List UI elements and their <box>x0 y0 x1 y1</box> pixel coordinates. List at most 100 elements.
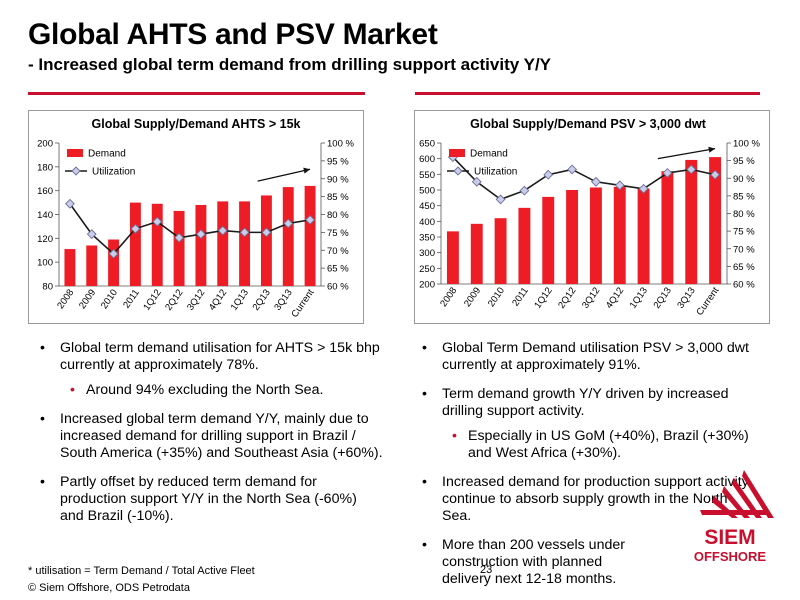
chart0-bar <box>173 210 185 286</box>
chart0-bar <box>129 202 141 286</box>
chart0-bar <box>260 195 272 286</box>
chart0-xtick-label: 2Q13 <box>251 287 273 312</box>
chart1-bar <box>613 186 626 284</box>
chart0-ytick-label: 120 <box>37 234 53 245</box>
chart1-legend-swatch-demand <box>449 149 465 157</box>
chart1-utilization-point <box>590 176 601 187</box>
chart0-ytick-label: 80 <box>42 282 53 293</box>
chart1-bar <box>661 171 674 284</box>
chart1-bar <box>470 223 483 284</box>
chart0-ytick-label: 200 <box>37 139 53 150</box>
chart1-xtick-label: 2008 <box>438 285 459 309</box>
chart1-y2tick-label: 90 % <box>733 174 755 185</box>
chart1-bar <box>542 196 555 284</box>
chart1-y2tick-label: 75 % <box>733 227 755 238</box>
chart0-legend-label-demand: Demand <box>88 149 126 160</box>
chart1-bar <box>566 190 579 284</box>
chart1-bar <box>709 157 722 284</box>
chart0-bar <box>304 185 316 286</box>
chart0-utilization-line <box>69 203 311 255</box>
logo-line1: SIEM <box>704 526 755 549</box>
chart0-xtick-label: 2009 <box>77 287 98 311</box>
chart1-bar <box>637 188 650 284</box>
chart1-y2tick-label: 85 % <box>733 191 755 202</box>
chart1-y2tick-label: 70 % <box>733 244 755 255</box>
chart1-ytick-label: 600 <box>419 154 435 165</box>
chart0-utilization-point <box>239 227 250 238</box>
chart1-xtick-label: 2009 <box>462 285 483 309</box>
chart0-bar <box>86 245 98 286</box>
chart1-xtick-label: 1Q13 <box>628 285 650 310</box>
chart1-utilization-point <box>543 169 554 180</box>
chart0-utilization-point <box>130 223 141 234</box>
chart0-y2tick-label: 85 % <box>327 192 349 203</box>
chart0-y2tick-label: 65 % <box>327 264 349 275</box>
chart1-ytick-label: 350 <box>419 233 435 244</box>
chart0-ytick-label: 140 <box>37 210 53 221</box>
chart0-y2tick-label: 70 % <box>327 246 349 257</box>
chart0-xtick-label: 2010 <box>99 287 120 311</box>
chart1-xtick-label: 3Q13 <box>675 285 697 310</box>
chart1-utilization-point <box>567 164 578 175</box>
bullet-psv-newbuilds: More than 200 vessels under construction… <box>410 537 755 588</box>
chart0-bar <box>151 203 163 286</box>
chart1-utilization-point <box>471 176 482 187</box>
chart0-utilization-point <box>305 214 316 225</box>
bullet-ahts-offset: Partly offset by reduced term demand for… <box>28 474 383 525</box>
chart0-ytick-label: 180 <box>37 162 53 173</box>
chart0-utilization-point <box>86 229 97 240</box>
chart0-bar <box>64 249 76 286</box>
chart0-ytick-label: 160 <box>37 186 53 197</box>
chart0-utilization-point <box>261 227 272 238</box>
chart0-utilization-point <box>174 232 185 243</box>
subbullet-psv-regions: Especially in US GoM (+40%), Brazil (+30… <box>410 428 755 462</box>
chart1-utilization-point <box>519 185 530 196</box>
chart1-utilization-point <box>614 180 625 191</box>
chart0-xtick-label: 3Q12 <box>185 287 207 312</box>
chart1-xtick-label: 2010 <box>486 285 507 309</box>
psv-chart: Global Supply/Demand PSV > 3,000 dwt 200 2… <box>414 110 770 324</box>
chart0-xtick-label: 1Q13 <box>229 287 251 312</box>
chart1-utilization-point <box>686 164 697 175</box>
chart1-ytick-label: 550 <box>419 170 435 181</box>
chart1-utilization-point <box>638 183 649 194</box>
chart1-title: Global Supply/Demand PSV > 3,000 dwt <box>470 117 707 131</box>
chart1-utilization-line <box>452 156 716 201</box>
right-bullet-list: Global Term Demand utilisation PSV > 3,0… <box>410 340 755 600</box>
chart1-bar <box>518 207 531 284</box>
chart0-bar <box>239 201 251 286</box>
chart1-xtick-label: 3Q12 <box>580 285 602 310</box>
chart1-legend-label-utilization: Utilization <box>474 167 517 178</box>
chart0-legend-marker-utilization <box>71 166 81 176</box>
ahts-chart: Global Supply/Demand AHTS > 15k 80 100 120 1… <box>28 110 364 324</box>
chart0-trend-arrow <box>257 168 311 182</box>
chart0-legend-swatch-demand <box>67 149 83 157</box>
chart0-xtick-label: 2Q12 <box>163 287 185 312</box>
chart0-xtick-label: 4Q12 <box>207 287 229 312</box>
chart0-utilization-point <box>217 225 228 236</box>
chart1-ytick-label: 650 <box>419 139 435 150</box>
chart1-ytick-label: 200 <box>419 280 435 291</box>
copyright: © Siem Offshore, ODS Petrodata <box>28 582 190 594</box>
chart0-legend-label-utilization: Utilization <box>92 167 135 178</box>
chart0-xtick-label: 2011 <box>121 287 142 310</box>
chart0-y2tick-label: 75 % <box>327 228 349 239</box>
chart1-xtick-label: Current <box>694 285 721 318</box>
chart1-utilization-point <box>662 168 673 178</box>
chart0-bar <box>195 204 207 286</box>
chart0-y2tick-label: 90 % <box>327 174 349 185</box>
bullet-ahts-utilisation: Global term demand utilisation for AHTS … <box>28 340 383 374</box>
chart0-utilization-point <box>108 248 119 259</box>
chart1-y2tick-label: 80 % <box>733 209 755 220</box>
chart0-bar <box>108 239 120 286</box>
chart1-y2tick-label: 95 % <box>733 156 755 167</box>
chart0-y2tick-label: 95 % <box>327 156 349 167</box>
chart1-ytick-label: 300 <box>419 248 435 259</box>
chart1-xtick-label: 4Q12 <box>604 285 626 310</box>
chart0-bar <box>217 201 229 286</box>
chart1-bar <box>494 218 507 284</box>
chart0-trend-arrowhead <box>303 167 311 174</box>
chart1-ytick-label: 450 <box>419 201 435 212</box>
chart1-ytick-label: 250 <box>419 264 435 275</box>
chart0-y2tick-label: 80 % <box>327 210 349 221</box>
